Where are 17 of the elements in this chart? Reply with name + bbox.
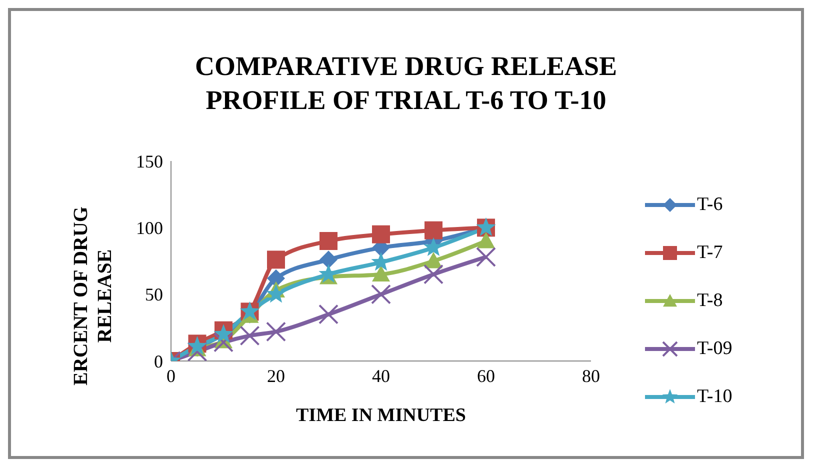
legend-label: T-6 <box>697 194 723 216</box>
y-tick-label: 0 <box>154 351 163 372</box>
legend-label: T-8 <box>697 290 723 312</box>
y-tick-label: 50 <box>145 284 163 305</box>
x-tick-label: 60 <box>477 366 495 386</box>
y-axis-title: ERCENT OF DRUG RELEASE <box>70 206 116 386</box>
legend-label: T-10 <box>697 386 732 408</box>
x-axis-title: TIME IN MINUTES <box>296 405 466 426</box>
x-tick-label: 40 <box>372 366 390 386</box>
y-tick-label: 100 <box>136 218 163 238</box>
legend-label: T-7 <box>697 242 723 264</box>
x-tick-label: 20 <box>267 366 285 386</box>
x-tick-label: 80 <box>582 366 600 386</box>
x-tick-label: 0 <box>166 366 176 386</box>
chart-title: COMPARATIVE DRUG RELEASE PROFILE OF TRIAL T-6 TO T-10 <box>194 50 618 117</box>
legend-label: T-09 <box>697 338 732 360</box>
y-tick-label: 150 <box>136 151 163 172</box>
